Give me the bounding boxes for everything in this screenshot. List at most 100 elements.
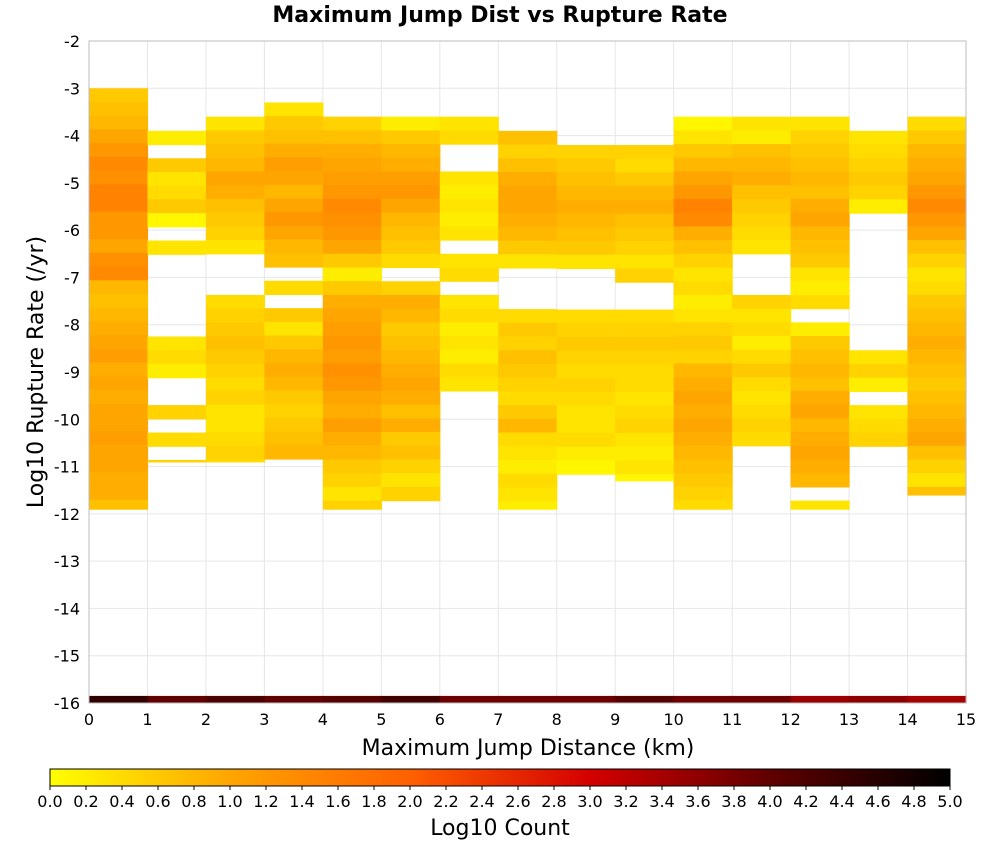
heatmap-cell [89,695,149,703]
heatmap-cell [556,695,616,703]
heatmap-cell [322,157,382,173]
heatmap-cell [673,322,733,337]
heatmap-cell [732,390,792,406]
heatmap-cell [790,185,850,200]
colorbar-tick-label: 0.6 [145,792,170,811]
heatmap-cell [439,363,499,378]
heatmap-cell [89,184,149,199]
heatmap-cell [322,322,382,337]
heatmap-cell [732,144,792,159]
heatmap-cell [790,390,850,406]
colorbar-tick-label: 4.2 [793,792,818,811]
heatmap-cell [264,129,324,145]
heatmap-cell [615,172,675,187]
heatmap-cell [673,130,733,145]
heatmap-cell [907,198,967,214]
heatmap-cell [556,432,616,448]
heatmap-cell [673,336,733,351]
heatmap-cell [790,294,850,310]
y-tick-label: -7 [64,268,80,287]
heatmap-cell [89,170,149,185]
y-tick-label: -11 [54,458,80,477]
heatmap-cell [381,322,441,337]
y-axis-title: Log10 Rupture Rate (/yr) [24,236,49,508]
heatmap-cell [89,280,149,295]
heatmap-cell [381,459,441,474]
heatmap-cell [673,267,733,282]
heatmap-cell [615,323,675,338]
colorbar-tick-label: 1.4 [289,792,314,811]
heatmap-cell [205,459,265,463]
heatmap-cell [89,293,149,309]
heatmap-cell [732,185,792,200]
colorbar-tick-label: 4.6 [865,792,890,811]
heatmap-cell [556,364,616,379]
colorbar-title: Log10 Count [430,816,570,841]
heatmap-cell [907,418,967,433]
y-tick-label: -16 [54,694,80,713]
colorbar-tick-label: 1.6 [325,792,350,811]
heatmap-cell [264,171,324,186]
heatmap-cell [322,212,382,227]
colorbar-tick-label: 0.4 [109,792,134,811]
heatmap-cell [498,391,558,406]
colorbar-tick-label: 1.8 [361,792,386,811]
heatmap-cell [556,199,616,215]
heatmap-cell [615,364,675,379]
heatmap-cell [673,240,733,255]
heatmap-cell [205,116,265,131]
heatmap-cell [673,185,733,200]
heatmap-cell [790,144,850,159]
heatmap-cell [322,695,382,703]
heatmap-cell [556,405,616,420]
heatmap-cell [381,157,441,173]
colorbar-tick-label: 3.8 [721,792,746,811]
heatmap-cell [381,432,441,447]
heatmap-cell [615,446,675,462]
heatmap-cell [849,130,909,146]
heatmap-cell [439,377,499,392]
heatmap-cell [732,240,792,255]
x-tick-label: 11 [722,710,742,729]
heatmap-cell [907,349,967,365]
heatmap-cell [907,363,967,378]
heatmap-cell [790,349,850,365]
heatmap-cell [89,499,149,510]
heatmap-cell [790,418,850,433]
heatmap-cell [381,185,441,200]
heatmap-cell [907,294,967,310]
heatmap-cell [264,184,324,200]
heatmap-cell [615,419,675,434]
heatmap-cell [907,253,967,269]
heatmap-cell [790,267,850,282]
heatmap-cell [264,253,324,268]
y-tick-label: -2 [64,32,80,51]
x-tick-label: 15 [956,710,976,729]
heatmap-cell [89,115,149,131]
x-tick-label: 1 [142,710,152,729]
heatmap-cell [264,102,324,117]
heatmap-cell [615,186,675,201]
colorbar-tick-label: 2.8 [541,792,566,811]
heatmap-cell [381,363,441,378]
heatmap-cell [498,158,558,173]
heatmap-cell [205,308,265,323]
heatmap-cell [790,226,850,241]
heatmap-cell [790,695,850,703]
colorbar-tick-label: 2.2 [433,792,458,811]
heatmap-cell [322,459,382,474]
heatmap-cell [89,143,149,158]
heatmap-cell [89,321,149,336]
colorbar-tick-label: 5.0 [937,792,962,811]
heatmap-cell [907,486,967,496]
heatmap-cell [790,459,850,474]
heatmap-cell [673,144,733,159]
heatmap-cell [790,473,850,488]
heatmap-cell [381,336,441,351]
heatmap-cell [673,432,733,447]
heatmap-cell [89,266,149,281]
heatmap-cell [205,390,265,406]
heatmap-cell [732,322,792,337]
colorbar-tick-label: 3.2 [613,792,638,811]
heatmap-cell [498,254,558,269]
